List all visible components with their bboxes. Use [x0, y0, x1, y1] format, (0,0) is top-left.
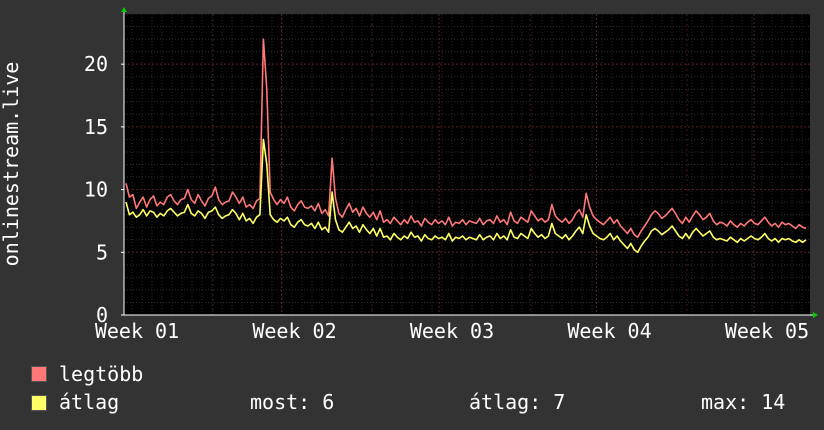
axes: [121, 7, 818, 318]
series-line-avg: [125, 138, 807, 254]
grid: [123, 13, 810, 315]
x-axis-arrow: [813, 312, 818, 318]
y-tick-label: 0: [96, 303, 108, 327]
series-layer: [125, 38, 807, 254]
tick-labels: 0 5 10 15 20 Week 01 Week 02 Week 03 Week 04 Week…: [84, 52, 809, 343]
y-tick-label: 15: [84, 115, 108, 139]
x-tick-label: Week 05: [725, 319, 809, 343]
x-tick-label: Week 04: [567, 319, 651, 343]
y-tick-label: 5: [96, 240, 108, 264]
y-axis-label: onlinestream.live: [0, 62, 23, 267]
y-tick-label: 10: [84, 178, 108, 202]
y-axis-arrow: [121, 7, 127, 12]
x-tick-label: Week 01: [95, 319, 179, 343]
series-line-max: [125, 38, 807, 238]
y-tick-label: 20: [84, 52, 108, 76]
x-tick-label: Week 03: [410, 319, 494, 343]
x-tick-label: Week 02: [252, 319, 336, 343]
